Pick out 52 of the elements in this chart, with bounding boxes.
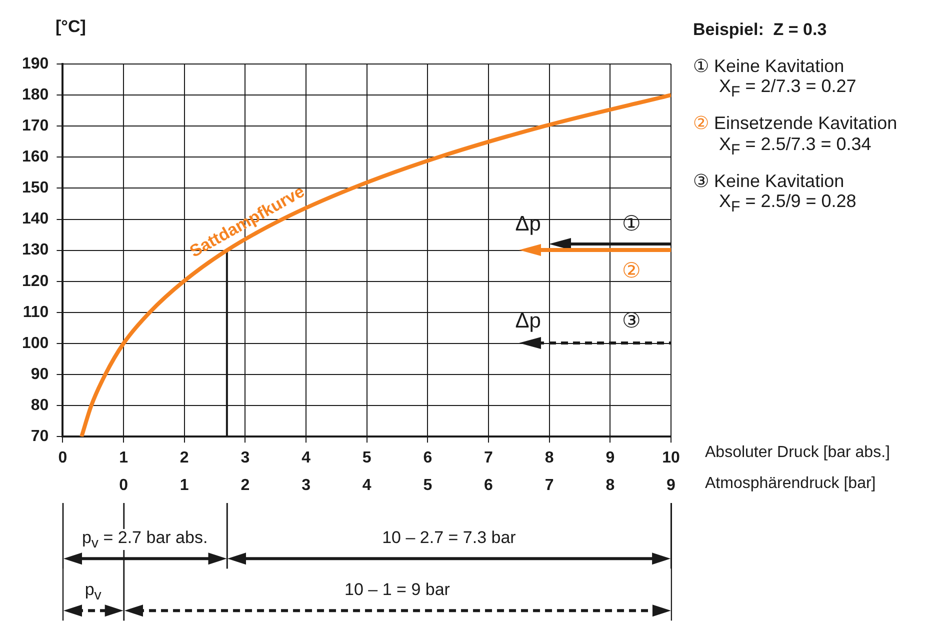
- x2-tick-label: 5: [423, 476, 432, 494]
- text: ③ Keine Kavitation: [693, 170, 846, 192]
- annotation: ②: [622, 259, 641, 282]
- text: X$_{F}$ = 2.5/9 = 0.28: [718, 191, 858, 216]
- x2-tick-label: 6: [484, 476, 494, 494]
- y-tick-label: 180: [22, 86, 49, 104]
- annotation: Δp: [515, 212, 541, 236]
- text: 10 – 2.7 = 7.3 bar: [380, 528, 518, 547]
- annotation: Δp: [515, 310, 541, 333]
- y-tick-label: 100: [22, 334, 49, 352]
- x-tick-label: 7: [484, 450, 494, 467]
- x-axis-title: Absoluter Druck [bar abs.]: [705, 444, 890, 461]
- line-series: [80, 93, 671, 437]
- text: p$_{v}$ = 2.7 bar abs.: [80, 528, 210, 551]
- x-tick-label: 5: [362, 450, 372, 467]
- x2-tick-label: 0: [119, 476, 128, 494]
- y-tick-label: 150: [22, 180, 49, 197]
- x-tick-label: 10: [662, 450, 680, 467]
- text: p$_{v}$: [82, 580, 104, 603]
- x2-tick-label: 2: [240, 476, 250, 494]
- x2-tick-label: 1: [180, 476, 189, 494]
- text: ② Einsetzende Kavitation: [693, 113, 898, 134]
- x-tick-label: 1: [119, 450, 128, 467]
- y-tick-label: 170: [22, 118, 49, 135]
- text: ① Keine Kavitation: [693, 56, 846, 76]
- text: Beispiel: Z = 0.3: [693, 20, 828, 40]
- y-tick-label: 160: [22, 148, 49, 166]
- y-tick-label: 120: [22, 272, 49, 290]
- x-tick-label: 2: [180, 450, 189, 467]
- text: X$_{F}$ = 2.5/7.3 = 0.34: [718, 134, 872, 159]
- y-tick-label: 80: [30, 396, 49, 414]
- y-tick-label: 90: [30, 366, 49, 383]
- y-tick-label: 110: [22, 304, 49, 321]
- y-tick-label: 140: [22, 210, 49, 228]
- x2-axis-title: Atmosphärendruck [bar]: [705, 474, 876, 492]
- x-tick-label: 8: [544, 450, 554, 467]
- x-tick-label: 3: [240, 450, 250, 467]
- y-tick-label: 190: [22, 55, 49, 72]
- text: 10 – 1 = 9 bar: [342, 580, 452, 599]
- y-axis-title: [°C]: [55, 17, 86, 36]
- x2-tick-label: 3: [302, 476, 311, 494]
- x-tick-label: 4: [302, 450, 311, 467]
- x-tick-label: 0: [58, 450, 68, 467]
- x-tick-label: 9: [606, 450, 615, 467]
- y-tick-label: 130: [22, 242, 49, 259]
- text: X$_{F}$ = 2/7.3 = 0.27: [718, 76, 858, 102]
- y-tick-label: 70: [30, 428, 49, 446]
- x2-tick-label: 4: [362, 476, 372, 494]
- x2-tick-label: 9: [666, 476, 676, 494]
- x2-tick-label: 7: [544, 476, 554, 494]
- x2-tick-label: 8: [606, 476, 615, 494]
- x-tick-label: 6: [423, 450, 432, 467]
